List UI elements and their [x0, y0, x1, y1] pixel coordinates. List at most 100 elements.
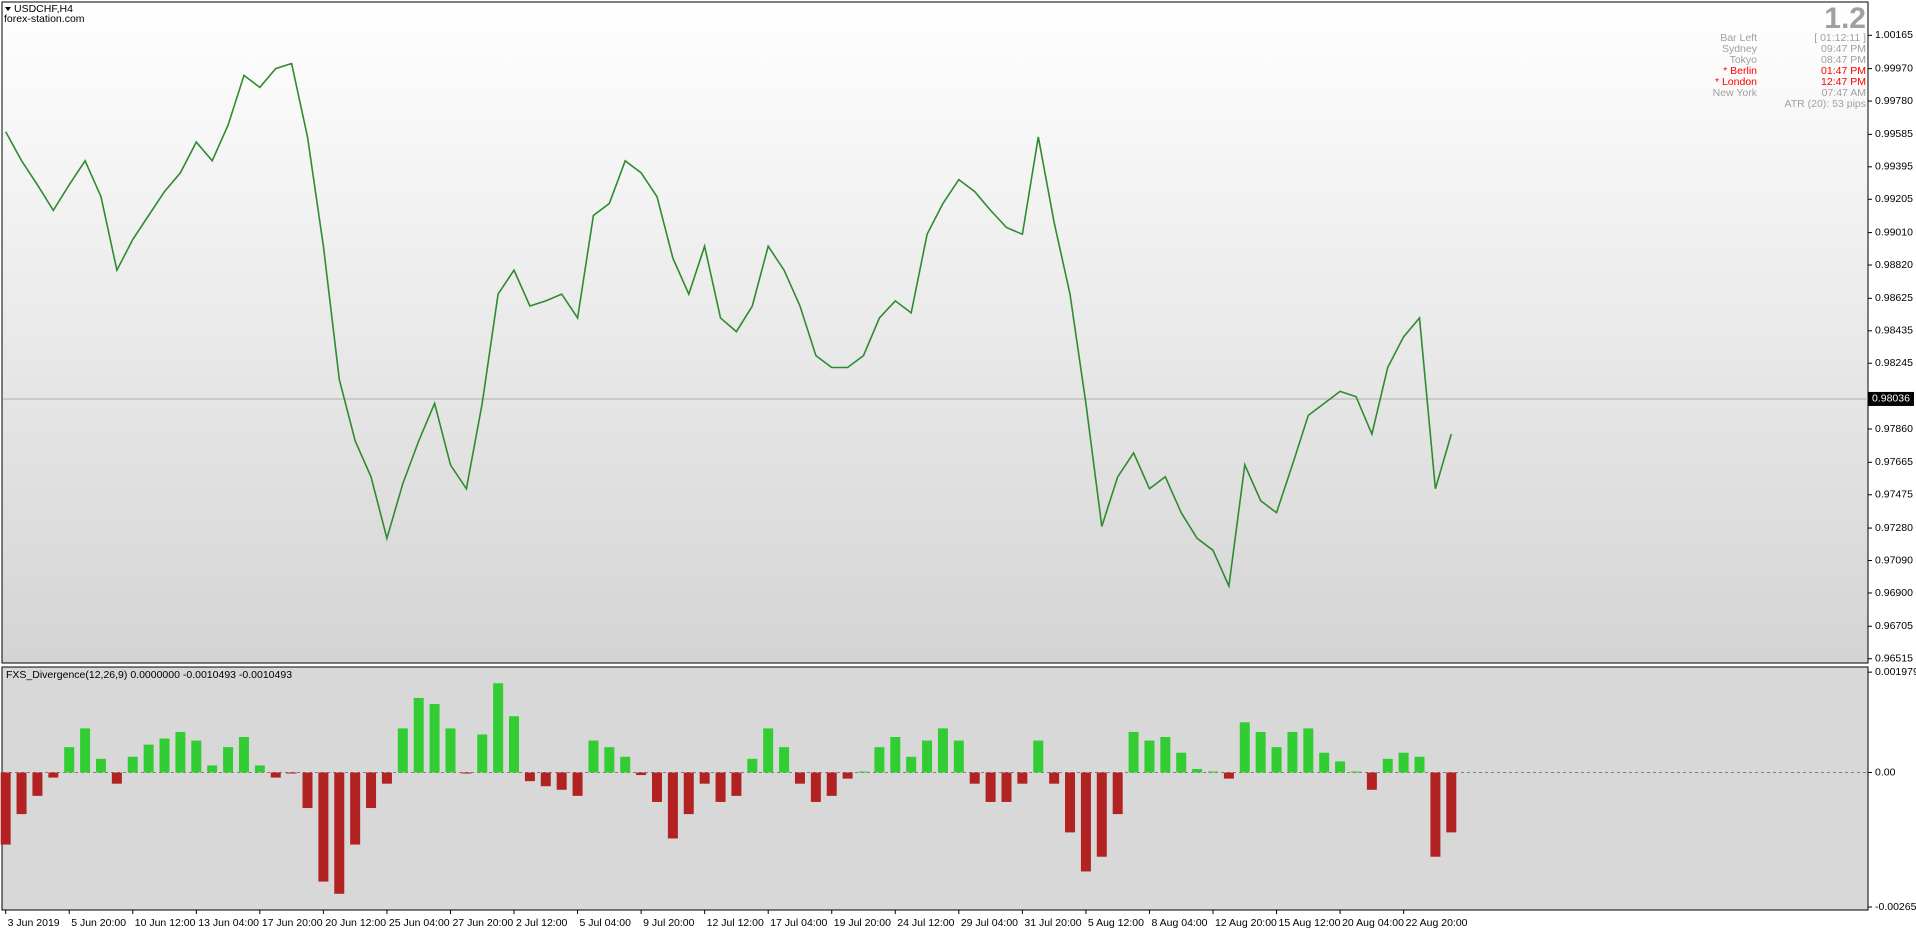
info-value: [ 01:12:11 ]: [1814, 32, 1866, 44]
histogram-bar: [1001, 772, 1012, 802]
info-label: New York: [1713, 87, 1758, 99]
histogram-bar: [826, 772, 837, 796]
histogram-bar: [143, 744, 154, 773]
y-tick-label: 0.96900: [1875, 587, 1913, 599]
x-tick-label: 27 Jun 20:00: [452, 917, 513, 929]
x-tick-label: 25 Jun 04:00: [389, 917, 450, 929]
histogram-bar: [381, 772, 392, 784]
x-tick-label: 5 Aug 12:00: [1088, 917, 1144, 929]
histogram-bar: [413, 697, 424, 773]
info-label: * Berlin: [1723, 65, 1757, 77]
info-value: 07:47 AM: [1822, 87, 1866, 99]
x-tick-label: 20 Jun 12:00: [325, 917, 386, 929]
histogram-bar: [524, 772, 535, 782]
histogram-bar: [763, 728, 774, 773]
main-panel: [1, 1, 1869, 664]
y-tick-label: 0.99780: [1875, 95, 1913, 107]
histogram-bar: [1096, 772, 1107, 857]
x-tick-label: 10 Jun 12:00: [135, 917, 196, 929]
info-value: 01:47 PM: [1821, 65, 1866, 77]
histogram-bar: [64, 747, 75, 773]
x-tick-label: 24 Jul 12:00: [897, 917, 954, 929]
histogram-bar: [493, 683, 504, 773]
histogram-bar: [953, 740, 964, 773]
y-tick-label: 0.98625: [1875, 292, 1913, 304]
histogram-bar: [683, 772, 694, 815]
y-tick-label: 0.97090: [1875, 554, 1913, 566]
histogram-bar: [1446, 772, 1457, 833]
symbol-title: USDCHF,H4: [14, 3, 73, 15]
y-tick-label: 0.98820: [1875, 259, 1913, 271]
x-tick-label: 3 Jun 2019: [8, 917, 60, 929]
y-tick-label: 1.00165: [1875, 29, 1913, 41]
histogram-bar: [1033, 740, 1044, 773]
y-tick-label: 0.98245: [1875, 357, 1913, 369]
histogram-bar: [159, 738, 170, 773]
histogram-bar: [1303, 728, 1314, 773]
price-line: [4, 62, 1453, 590]
y-tick-label: 0.99585: [1875, 128, 1913, 140]
x-tick-label: 8 Aug 04:00: [1151, 917, 1207, 929]
x-tick-label: 15 Aug 12:00: [1279, 917, 1341, 929]
y-tick-label: -0.002651: [1875, 901, 1916, 913]
y-tick-label: 0.97280: [1875, 522, 1913, 534]
histogram-bar: [588, 740, 599, 773]
info-value: 09:47 PM: [1821, 43, 1866, 55]
histogram-bar: [731, 772, 742, 796]
histogram-bar: [1430, 772, 1441, 857]
histogram-bar: [1065, 772, 1076, 833]
histogram-bar: [1128, 731, 1139, 773]
histogram-bar: [223, 747, 234, 773]
x-tick-label: 13 Jun 04:00: [198, 917, 259, 929]
histogram-bar: [191, 740, 202, 773]
histogram-bar: [985, 772, 996, 802]
histogram-bar: [1335, 761, 1346, 773]
y-tick-label: 0.96515: [1875, 653, 1913, 665]
histogram-bar: [1112, 772, 1123, 815]
histogram-bar: [969, 772, 980, 784]
histogram-bar: [890, 737, 901, 773]
y-tick-label: 0.97475: [1875, 489, 1913, 501]
histogram-bar: [238, 737, 249, 773]
histogram-bar: [350, 772, 361, 845]
info-value: 08:47 PM: [1821, 54, 1866, 66]
histogram-bar: [48, 772, 59, 778]
histogram-bar: [1176, 752, 1187, 773]
histogram-bar: [1271, 747, 1282, 773]
histogram-bar: [842, 772, 853, 779]
y-tick-label: 0.00: [1875, 766, 1896, 778]
histogram-bar: [667, 772, 678, 839]
x-tick-label: 22 Aug 20:00: [1406, 917, 1468, 929]
histogram-bar: [270, 772, 281, 778]
histogram-bar: [1398, 752, 1409, 773]
info-label: Tokyo: [1730, 54, 1758, 66]
histogram-bar: [397, 728, 408, 773]
y-tick-label: 0.97860: [1875, 423, 1913, 435]
histogram-bar: [16, 772, 27, 815]
histogram-bar: [429, 704, 440, 773]
x-tick-label: 5 Jul 04:00: [580, 917, 632, 929]
histogram-bar: [445, 728, 456, 773]
x-tick-label: 17 Jun 20:00: [262, 917, 323, 929]
histogram-bar: [334, 772, 345, 894]
histogram-bar: [302, 772, 313, 809]
y-tick-label: 0.99205: [1875, 193, 1913, 205]
histogram-bar: [1192, 768, 1203, 773]
histogram-bar: [794, 772, 805, 784]
histogram-bar: [874, 747, 885, 773]
x-tick-label: 12 Jul 12:00: [707, 917, 764, 929]
histogram-bar: [556, 772, 567, 790]
indicator-title: FXS_Divergence(12,26,9) 0.0000000 -0.001…: [6, 669, 292, 681]
histogram-bar: [1414, 756, 1425, 773]
histogram-bar: [32, 772, 43, 796]
histogram-bar: [636, 772, 647, 776]
histogram-bar: [779, 747, 790, 773]
site-label: forex-station.com: [4, 13, 85, 25]
histogram-bar: [810, 772, 821, 802]
histogram-bar: [127, 756, 138, 773]
current-price-label: 0.98036: [1872, 393, 1910, 405]
histogram-bar: [937, 728, 948, 773]
info-value: 12:47 PM: [1821, 76, 1866, 88]
